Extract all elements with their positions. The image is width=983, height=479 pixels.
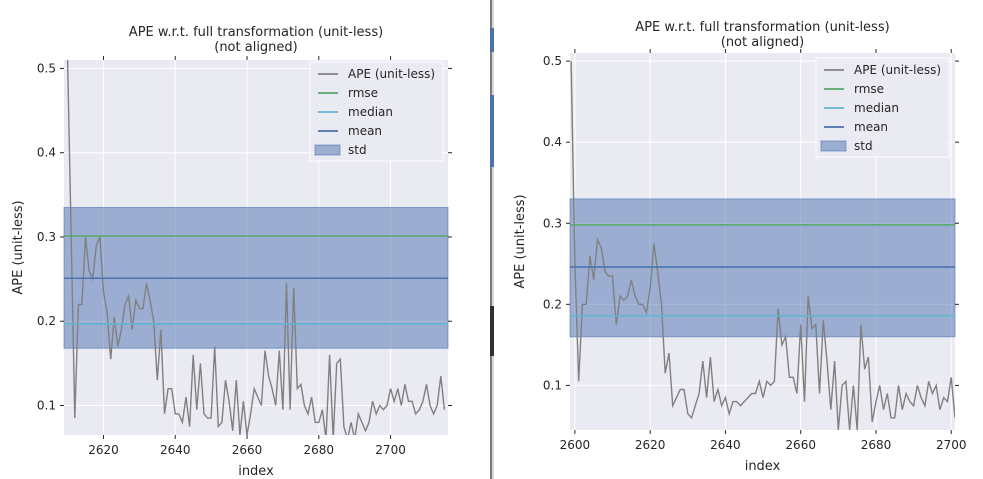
- y-tick-label: 0.1: [37, 399, 56, 413]
- ape-series-line: [570, 61, 955, 430]
- legend-label: median: [348, 105, 393, 119]
- legend-swatch: [820, 140, 847, 152]
- legend-label: mean: [854, 120, 888, 134]
- y-tick-label: 0.3: [543, 216, 562, 230]
- y-tick-label: 0.2: [37, 314, 56, 328]
- x-tick-label: 2620: [635, 438, 666, 452]
- y-axis-label: APE (unit-less): [513, 194, 528, 288]
- x-tick-label: 2660: [785, 438, 816, 452]
- legend-label: APE (unit-less): [854, 63, 941, 77]
- y-tick-label: 0.3: [37, 230, 56, 244]
- chart-title-line: APE w.r.t. full transformation (unit-les…: [635, 20, 889, 35]
- y-tick-label: 0.1: [543, 378, 562, 392]
- x-tick-label: 2680: [304, 443, 335, 457]
- y-tick-label: 0.4: [37, 146, 56, 160]
- x-tick-label: 2680: [861, 438, 892, 452]
- x-tick-label: 2600: [560, 438, 591, 452]
- legend-label: rmse: [854, 82, 884, 96]
- background-window-strip: [490, 95, 494, 167]
- x-tick-label: 2700: [936, 438, 967, 452]
- legend-label: rmse: [348, 86, 378, 100]
- background-window-strip: [490, 28, 494, 52]
- legend-label: APE (unit-less): [348, 67, 435, 81]
- x-tick-label: 2660: [232, 443, 263, 457]
- x-axis-label: index: [238, 464, 274, 479]
- background-window-strip: [490, 306, 494, 356]
- legend-label: std: [348, 143, 367, 157]
- std-band: [569, 198, 956, 338]
- x-axis-label: index: [745, 459, 781, 474]
- legend-swatch: [314, 144, 341, 156]
- ape-chart-left: 2620 2640 2660 2680 2700 0.1 0.2 0.3 0.4 0.5 APE w…: [11, 25, 452, 479]
- legend-label: median: [854, 101, 899, 115]
- chart-title-line: (not aligned): [721, 35, 805, 50]
- chart-title-line: (not aligned): [214, 40, 298, 55]
- ape-series-line: [66, 60, 446, 435]
- ape-chart-right: 2600 2620 2640 2660 2680 2700 0.1 0.2 0.3 0.4 0.5 A…: [513, 20, 967, 474]
- y-tick-label: 0.5: [543, 54, 562, 68]
- legend-label: mean: [348, 124, 382, 138]
- legend-label: std: [854, 139, 873, 153]
- left-plot-window: 2620 2640 2660 2680 2700 0.1 0.2 0.3 0.4 0.5 APE w…: [0, 0, 490, 479]
- y-tick-label: 0.4: [543, 135, 562, 149]
- x-tick-label: 2640: [160, 443, 191, 457]
- window-divider-edge: [490, 0, 492, 479]
- right-plot-window: 2600 2620 2640 2660 2680 2700 0.1 0.2 0.3 0.4 0.5 A…: [494, 0, 983, 479]
- x-tick-label: 2640: [710, 438, 741, 452]
- chart-title-line: APE w.r.t. full transformation (unit-les…: [129, 25, 383, 40]
- y-axis-label: APE (unit-less): [11, 200, 26, 294]
- y-tick-label: 0.5: [37, 61, 56, 75]
- x-tick-label: 2620: [88, 443, 119, 457]
- window-divider[interactable]: [490, 0, 494, 479]
- x-tick-label: 2700: [375, 443, 406, 457]
- y-tick-label: 0.2: [543, 297, 562, 311]
